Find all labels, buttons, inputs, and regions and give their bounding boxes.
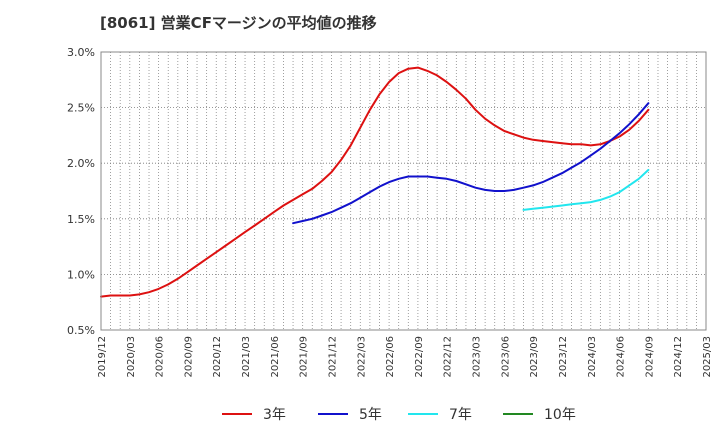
vertical-gridlines	[110, 52, 697, 330]
x-tick-label: 2024/06	[616, 336, 627, 378]
legend-label: 3年	[263, 407, 286, 423]
legend-label: 5年	[359, 407, 382, 423]
x-tick-label: 2024/03	[587, 336, 598, 378]
x-axis-ticks: 2019/12 2020/03 2020/06 2020/09 2020/12 2021/…	[97, 336, 713, 378]
x-tick-label: 2022/06	[385, 336, 396, 378]
y-tick-label: 1.5%	[67, 213, 95, 226]
y-tick-label: 2.0%	[67, 157, 95, 170]
y-tick-label: 0.5%	[67, 324, 95, 337]
x-tick-label: 2020/12	[212, 336, 223, 378]
x-tick-label: 2021/06	[270, 336, 281, 378]
x-tick-label: 2023/09	[529, 336, 540, 378]
plot-frame	[100, 51, 707, 331]
x-tick-label: 2020/03	[126, 336, 137, 378]
legend-label: 7年	[449, 407, 472, 423]
x-tick-label: 2020/09	[183, 336, 194, 378]
chart-title: [8061] 営業CFマージンの平均値の推移	[100, 14, 377, 32]
x-tick-label: 2023/06	[500, 336, 511, 378]
y-tick-label: 3.0%	[67, 46, 95, 59]
x-tick-label: 2025/03	[702, 336, 713, 378]
legend: 3年 5年 7年 10年	[222, 407, 576, 423]
legend-label: 10年	[544, 407, 576, 423]
series-line-5年	[292, 102, 650, 225]
x-tick-label: 2024/09	[644, 336, 655, 378]
y-axis-ticks: 3.0% 2.5% 2.0% 1.5% 1.0% 0.5%	[67, 46, 95, 337]
x-tick-label: 2022/03	[356, 336, 367, 378]
y-tick-label: 2.5%	[67, 102, 95, 115]
x-tick-label: 2021/12	[327, 336, 338, 378]
x-tick-label: 2022/12	[443, 336, 454, 378]
x-tick-label: 2023/03	[472, 336, 483, 378]
series-line-7年	[522, 168, 650, 211]
series-line-3年	[100, 66, 650, 298]
x-tick-label: 2021/09	[299, 336, 310, 378]
series-lines	[100, 66, 650, 298]
x-tick-label: 2019/12	[97, 336, 108, 378]
horizontal-gridlines	[101, 107, 706, 275]
y-tick-label: 1.0%	[67, 268, 95, 281]
x-tick-label: 2023/12	[558, 336, 569, 378]
x-tick-label: 2024/12	[673, 336, 684, 378]
x-tick-label: 2021/03	[241, 336, 252, 378]
x-tick-label: 2022/09	[414, 336, 425, 378]
x-tick-label: 2020/06	[155, 336, 166, 378]
